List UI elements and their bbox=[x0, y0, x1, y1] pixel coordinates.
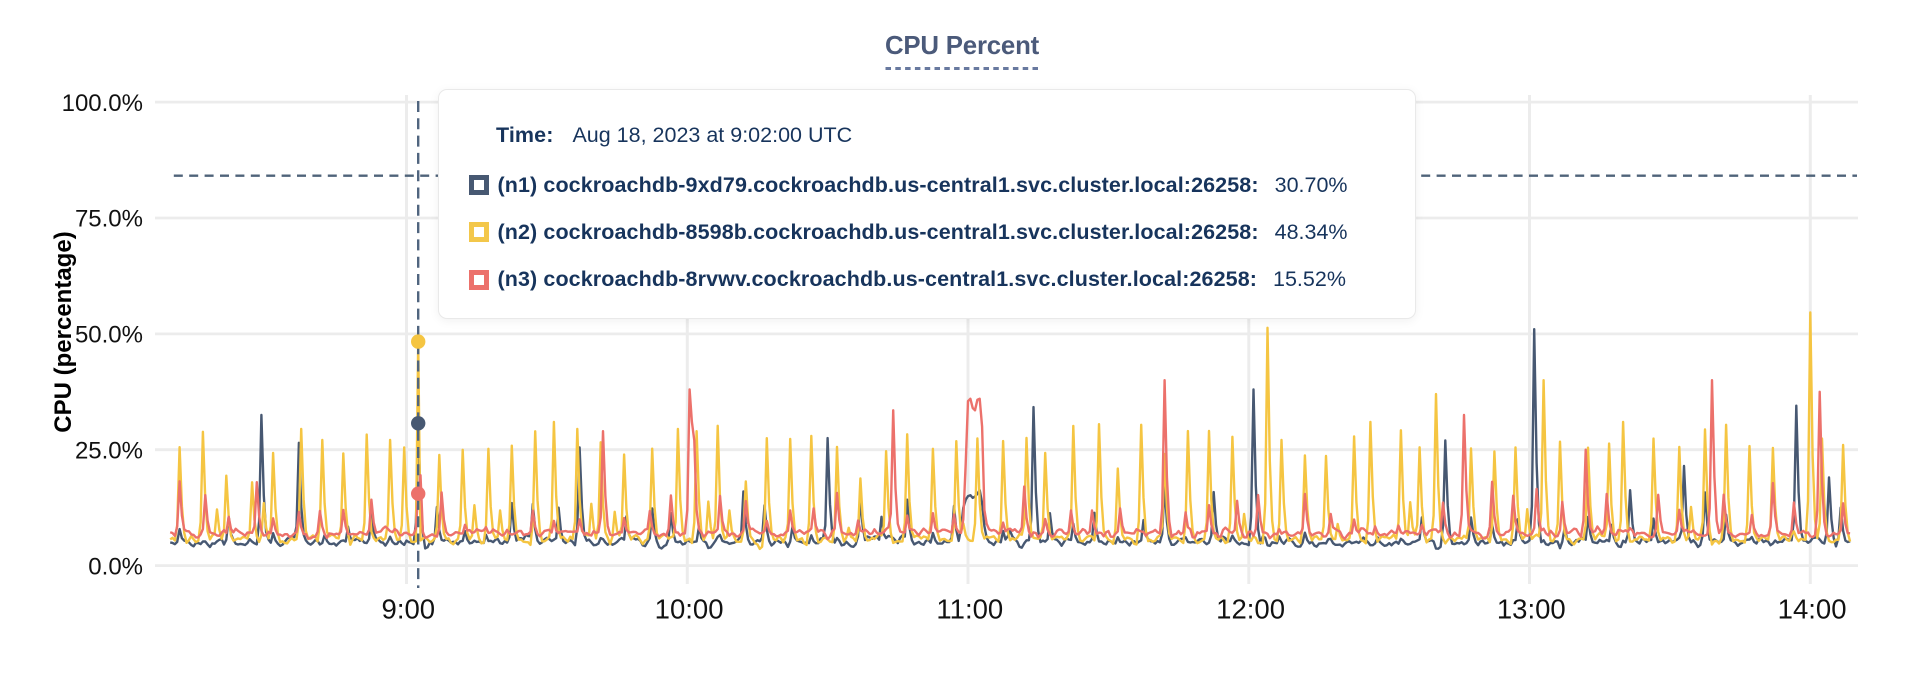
svg-text:50.0%: 50.0% bbox=[75, 322, 143, 349]
svg-text:0.0%: 0.0% bbox=[88, 553, 143, 580]
svg-text:14:00: 14:00 bbox=[1778, 594, 1847, 625]
svg-text:10:00: 10:00 bbox=[655, 594, 724, 625]
svg-text:9:00: 9:00 bbox=[382, 594, 436, 625]
svg-text:25.0%: 25.0% bbox=[75, 437, 143, 464]
svg-text:11:00: 11:00 bbox=[936, 594, 1003, 625]
svg-text:CPU (percentage): CPU (percentage) bbox=[50, 231, 77, 432]
svg-text:13:00: 13:00 bbox=[1497, 594, 1566, 625]
svg-text:12:00: 12:00 bbox=[1216, 594, 1285, 625]
svg-text:100.0%: 100.0% bbox=[62, 90, 143, 117]
svg-text:75.0%: 75.0% bbox=[75, 206, 143, 233]
